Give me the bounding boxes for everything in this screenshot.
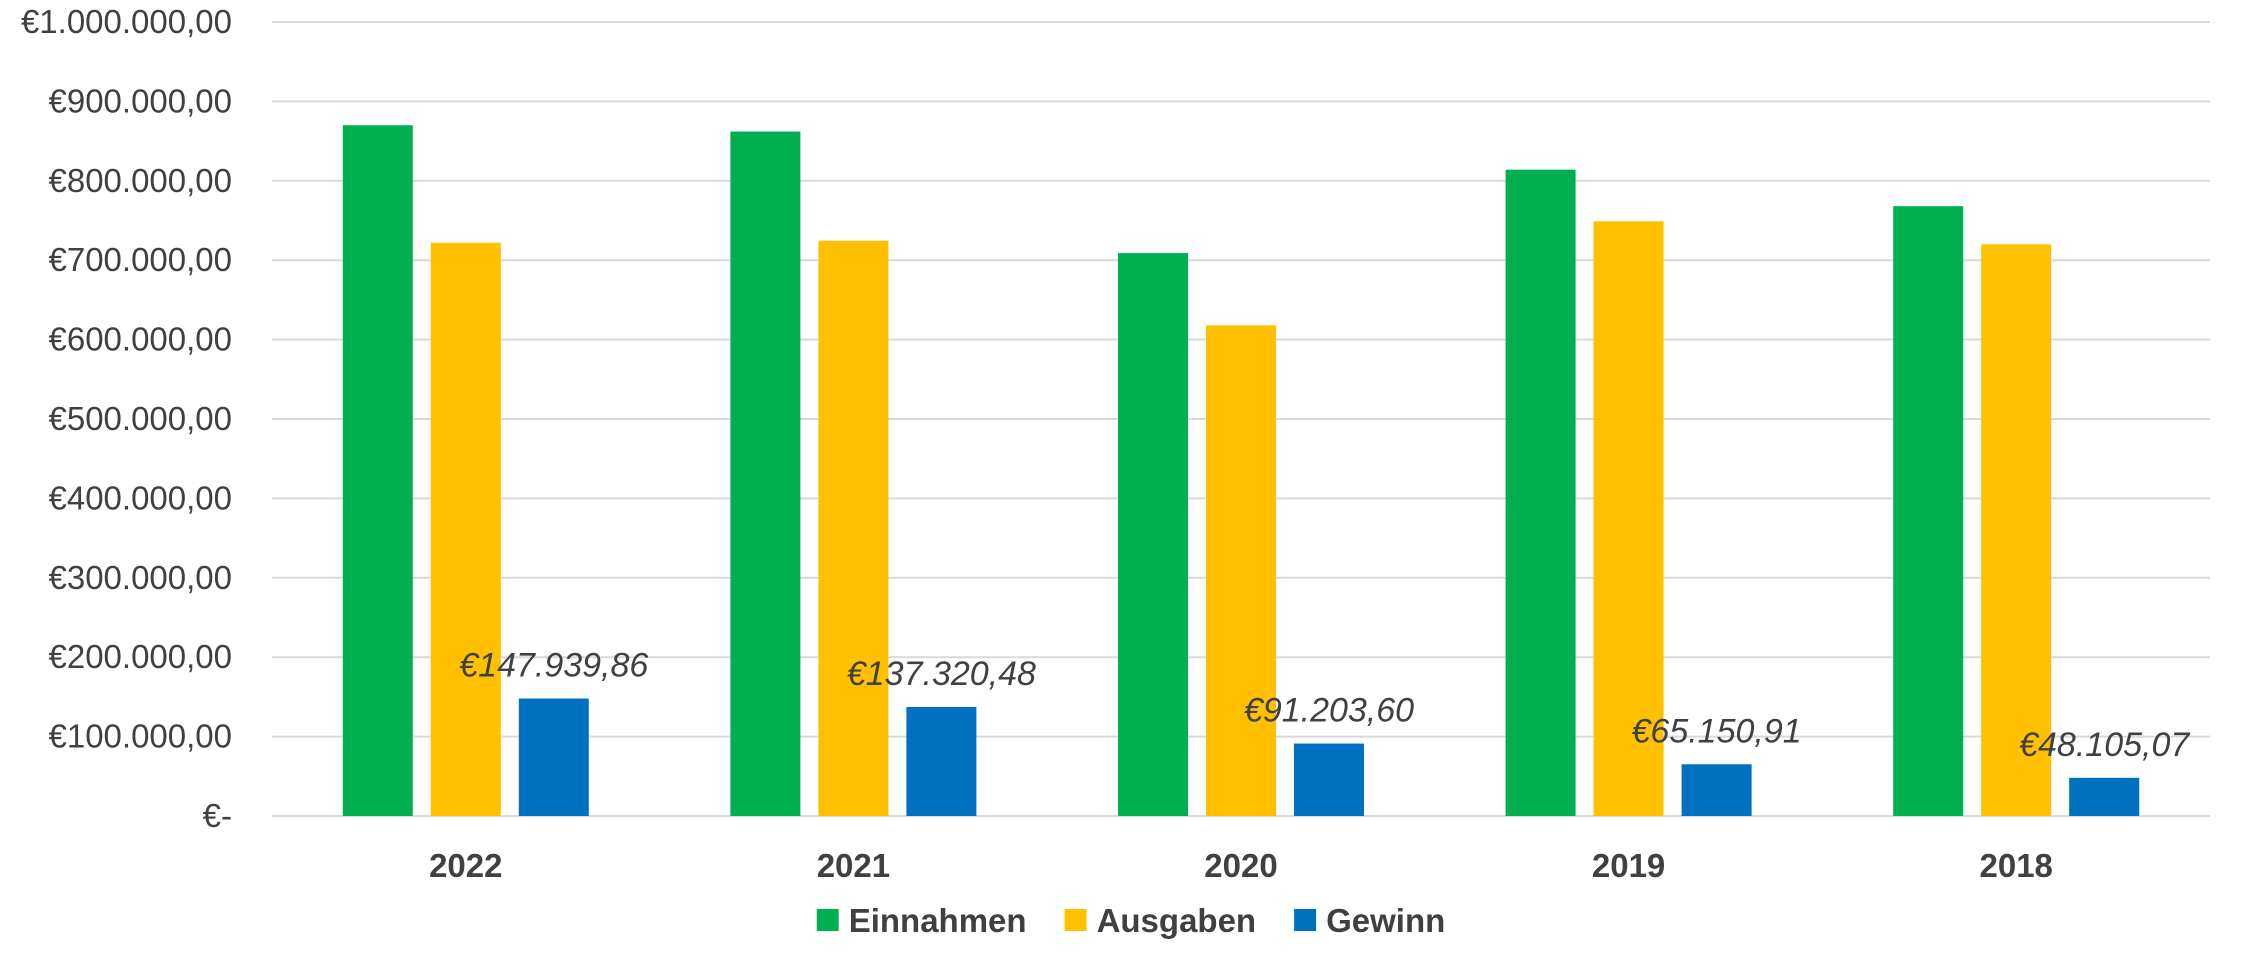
legend-swatch: [1294, 909, 1317, 931]
data-label-gewinn-2021: €137.320,48: [847, 655, 1036, 693]
data-label-gewinn-2022: €147.939,86: [459, 647, 648, 685]
bar-einnahmen-2021: [730, 131, 801, 816]
legend-swatch: [1064, 909, 1087, 931]
bar-gewinn-2019: [1681, 764, 1752, 816]
bars: [342, 125, 2140, 817]
y-tick-label: €1.000.000,00: [21, 3, 232, 40]
x-tick-label: 2022: [429, 847, 502, 884]
y-tick-label: €100.000,00: [48, 718, 232, 755]
x-tick-label: 2021: [817, 847, 890, 884]
legend: Einnahmen Ausgaben Gewinn: [816, 902, 1445, 939]
bar-gewinn-2021: [906, 706, 977, 816]
y-tick-label: €800.000,00: [48, 162, 232, 199]
legend-item-einnahmen: Einnahmen: [816, 902, 1027, 939]
bar-ausgaben-2019: [1593, 221, 1664, 816]
bar-einnahmen-2019: [1505, 169, 1576, 816]
y-axis-tick-labels: €- €100.000,00 €200.000,00 €300.000,00 €400.…: [21, 3, 232, 834]
bar-einnahmen-2018: [1893, 206, 1964, 816]
x-tick-label: 2020: [1204, 847, 1277, 884]
x-tick-label: 2018: [1979, 847, 2052, 884]
bar-ausgaben-2020: [1206, 325, 1276, 816]
legend-item-ausgaben: Ausgaben: [1064, 902, 1257, 939]
data-labels: €147.939,86 €137.320,48 €91.203,60 €65.150,…: [459, 647, 2190, 764]
y-tick-label: €900.000,00: [48, 82, 232, 119]
bar-ausgaben-2022: [430, 242, 501, 816]
bar-gewinn-2022: [518, 698, 589, 816]
legend-item-gewinn: Gewinn: [1294, 902, 1445, 939]
y-tick-label: €200.000,00: [48, 638, 232, 675]
bar-gewinn-2020: [1294, 743, 1364, 816]
legend-swatch: [816, 909, 839, 931]
bar-gewinn-2018: [2069, 777, 2140, 816]
x-tick-label: 2019: [1592, 847, 1665, 884]
y-tick-label: €700.000,00: [48, 241, 232, 278]
data-label-gewinn-2018: €48.105,07: [2019, 726, 2190, 764]
legend-label: Ausgaben: [1097, 902, 1257, 939]
y-tick-label: €500.000,00: [48, 400, 232, 437]
data-label-gewinn-2019: €65.150,91: [1632, 712, 1802, 750]
bar-einnahmen-2020: [1118, 253, 1188, 816]
bar-einnahmen-2022: [342, 125, 413, 817]
legend-label: Gewinn: [1326, 902, 1445, 939]
bar-ausgaben-2021: [818, 240, 889, 816]
x-axis-tick-labels: 2022 2021 2020 2019 2018: [429, 847, 2053, 884]
y-tick-label: €-: [203, 797, 232, 834]
legend-label: Einnahmen: [849, 902, 1027, 939]
y-tick-label: €600.000,00: [48, 321, 232, 358]
data-label-gewinn-2020: €91.203,60: [1244, 692, 1414, 730]
y-tick-label: €400.000,00: [48, 479, 232, 516]
bar-ausgaben-2018: [1981, 244, 2052, 816]
y-tick-label: €300.000,00: [48, 559, 232, 596]
